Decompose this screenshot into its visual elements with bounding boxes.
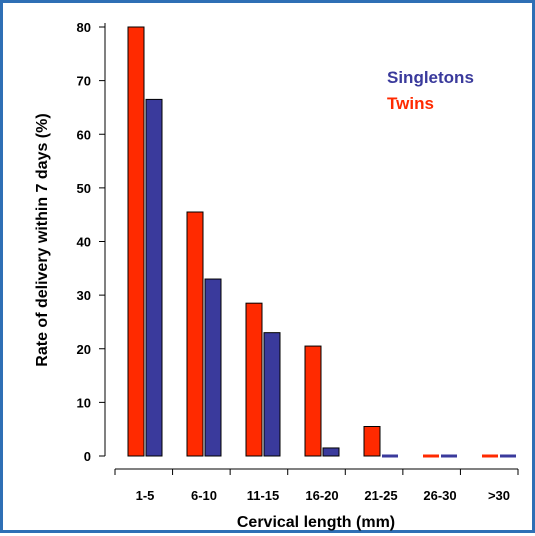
bar-twins: [482, 454, 498, 458]
bar-chart: 0 10 20 30 40 50 60 70 80 1-5 6-10 11-15 16-20 21-25 2…: [34, 20, 519, 531]
bar-singletons: [500, 454, 516, 458]
legend-singletons: Singletons: [387, 68, 474, 87]
y-tick-label: 30: [77, 288, 91, 303]
x-tick-label: 21-25: [364, 488, 397, 503]
bar-singletons: [382, 454, 398, 458]
bar-singletons: [441, 454, 457, 458]
bar-singletons: [263, 332, 281, 457]
bar-singletons: [322, 447, 340, 457]
y-axis-title: Rate of delivery within 7 days (%): [34, 113, 51, 366]
bar-twins: [186, 211, 204, 457]
y-tick-label: 20: [77, 342, 91, 357]
y-tick-label: 10: [77, 395, 91, 410]
x-axis-title: Cervical length (mm): [237, 514, 395, 531]
bar-singletons: [204, 278, 222, 457]
y-tick-label: 60: [77, 127, 91, 142]
x-tick-label: >30: [488, 488, 510, 503]
y-tick-label: 40: [77, 235, 91, 250]
x-tick-label: 6-10: [191, 488, 217, 503]
bar-singletons: [145, 98, 163, 457]
y-tick-label: 70: [77, 74, 91, 89]
y-tick-label: 0: [84, 449, 91, 464]
bar-twins: [304, 345, 322, 457]
bar-twins: [127, 26, 145, 457]
y-tick-label: 50: [77, 181, 91, 196]
legend-twins: Twins: [387, 94, 434, 113]
x-tick-label: 1-5: [136, 488, 155, 503]
y-tick-label: 80: [77, 20, 91, 35]
x-tick-label: 26-30: [423, 488, 456, 503]
x-tick-label: 11-15: [247, 488, 280, 503]
bar-twins: [363, 426, 381, 457]
bar-twins: [245, 302, 263, 457]
bar-twins: [423, 454, 439, 458]
x-tick-label: 16-20: [305, 488, 338, 503]
